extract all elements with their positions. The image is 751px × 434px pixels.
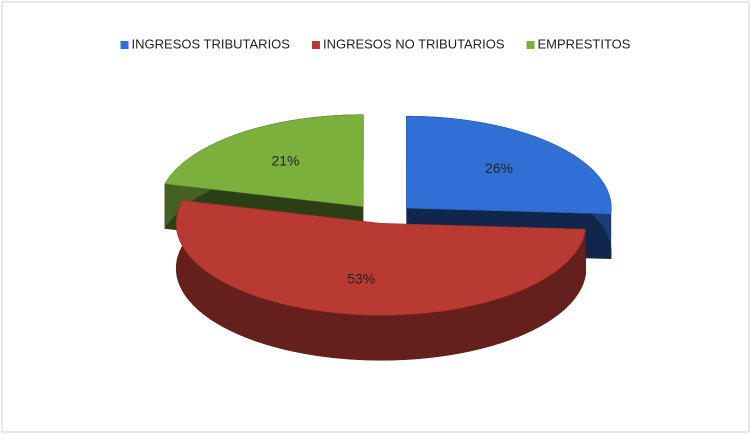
data-label: 26%	[485, 160, 513, 176]
slice	[175, 200, 587, 361]
legend-swatch	[311, 41, 320, 49]
data-label: 53%	[347, 270, 375, 286]
slice-top	[406, 115, 612, 215]
legend-label: EMPRESTITOS	[538, 36, 631, 51]
data-label: 21%	[271, 152, 299, 168]
legend-swatch	[120, 41, 129, 49]
legend-label: INGRESOS NO TRIBUTARIOS	[323, 36, 505, 51]
slice-top	[175, 200, 587, 316]
legend: INGRESOS TRIBUTARIOS INGRESOS NO TRIBUTAR…	[120, 36, 631, 51]
legend-label: INGRESOS TRIBUTARIOS	[132, 36, 291, 51]
legend-swatch	[526, 41, 535, 49]
slice-top	[164, 114, 364, 207]
